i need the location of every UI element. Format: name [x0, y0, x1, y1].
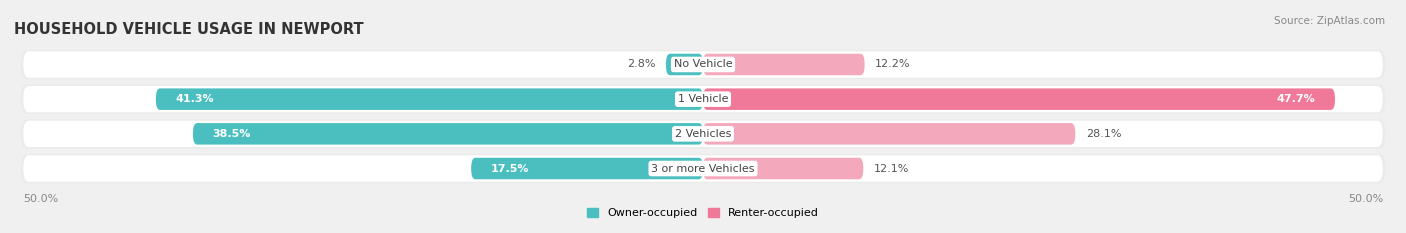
FancyBboxPatch shape — [24, 121, 1382, 147]
FancyBboxPatch shape — [21, 154, 1385, 183]
Text: 28.1%: 28.1% — [1085, 129, 1122, 139]
FancyBboxPatch shape — [24, 86, 1382, 112]
Text: 1 Vehicle: 1 Vehicle — [678, 94, 728, 104]
Text: 3 or more Vehicles: 3 or more Vehicles — [651, 164, 755, 174]
Text: 41.3%: 41.3% — [176, 94, 214, 104]
Text: 2.8%: 2.8% — [627, 59, 655, 69]
Text: 47.7%: 47.7% — [1277, 94, 1315, 104]
Text: 12.1%: 12.1% — [875, 164, 910, 174]
FancyBboxPatch shape — [24, 51, 1382, 78]
FancyBboxPatch shape — [703, 88, 1334, 110]
Text: HOUSEHOLD VEHICLE USAGE IN NEWPORT: HOUSEHOLD VEHICLE USAGE IN NEWPORT — [14, 22, 364, 37]
FancyBboxPatch shape — [193, 123, 703, 145]
Text: No Vehicle: No Vehicle — [673, 59, 733, 69]
FancyBboxPatch shape — [21, 85, 1385, 114]
Text: 38.5%: 38.5% — [212, 129, 252, 139]
FancyBboxPatch shape — [21, 119, 1385, 148]
Text: 17.5%: 17.5% — [491, 164, 530, 174]
FancyBboxPatch shape — [666, 54, 703, 75]
FancyBboxPatch shape — [21, 50, 1385, 79]
FancyBboxPatch shape — [471, 158, 703, 179]
FancyBboxPatch shape — [703, 54, 865, 75]
FancyBboxPatch shape — [24, 155, 1382, 182]
FancyBboxPatch shape — [703, 158, 863, 179]
Legend: Owner-occupied, Renter-occupied: Owner-occupied, Renter-occupied — [586, 208, 820, 218]
Text: 12.2%: 12.2% — [875, 59, 911, 69]
FancyBboxPatch shape — [703, 123, 1076, 145]
FancyBboxPatch shape — [156, 88, 703, 110]
Text: 2 Vehicles: 2 Vehicles — [675, 129, 731, 139]
Text: Source: ZipAtlas.com: Source: ZipAtlas.com — [1274, 16, 1385, 26]
